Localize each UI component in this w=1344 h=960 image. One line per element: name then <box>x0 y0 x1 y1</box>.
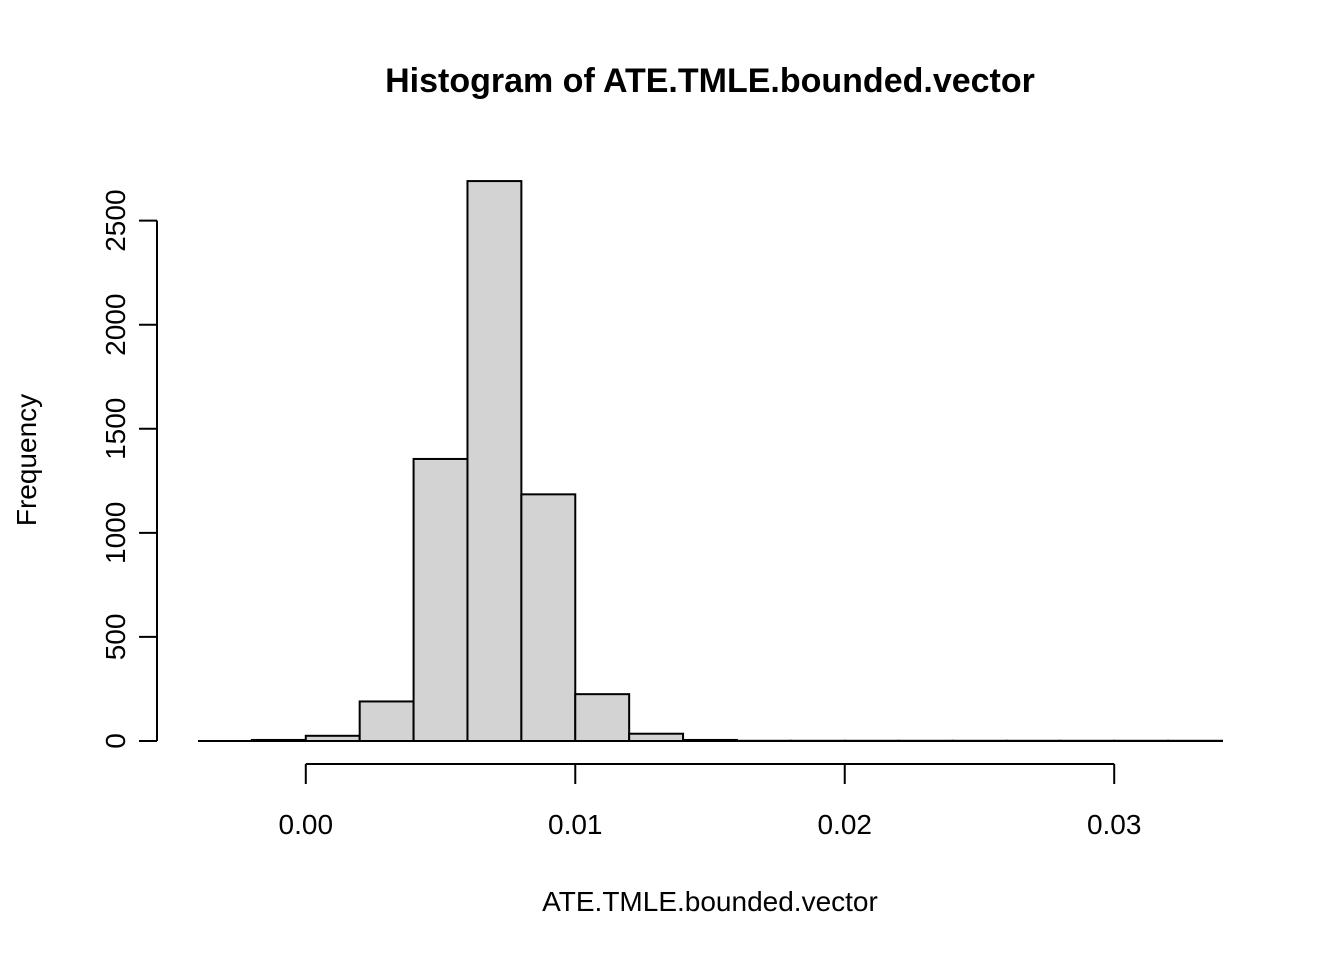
x-tick-label: 0.01 <box>548 809 603 840</box>
x-axis-label: ATE.TMLE.bounded.vector <box>542 886 878 917</box>
histogram-bar <box>358 700 415 742</box>
y-tick-label: 0 <box>100 733 131 749</box>
bars-group <box>250 180 1223 743</box>
chart-title: Histogram of ATE.TMLE.bounded.vector <box>385 62 1035 100</box>
x-tick-label: 0.03 <box>1087 809 1142 840</box>
histogram-bar <box>466 180 523 742</box>
y-axis-label: Frequency <box>11 394 42 526</box>
y-tick-label: 2000 <box>100 294 131 356</box>
histogram-bar <box>628 732 685 743</box>
y-tick-label: 1000 <box>100 502 131 564</box>
histogram-bar <box>574 693 631 743</box>
histogram-bar <box>412 457 469 742</box>
y-tick-label: 500 <box>100 614 131 661</box>
x-tick-label: 0.00 <box>279 809 334 840</box>
histogram-bar <box>520 493 577 742</box>
x-tick-label: 0.02 <box>817 809 872 840</box>
x-axis: 0.00 0.01 0.02 0.03 <box>279 763 1142 840</box>
y-tick-label: 2500 <box>100 189 131 251</box>
y-axis: 0 500 1000 1500 2000 2500 <box>100 189 158 749</box>
y-tick-label: 1500 <box>100 398 131 460</box>
